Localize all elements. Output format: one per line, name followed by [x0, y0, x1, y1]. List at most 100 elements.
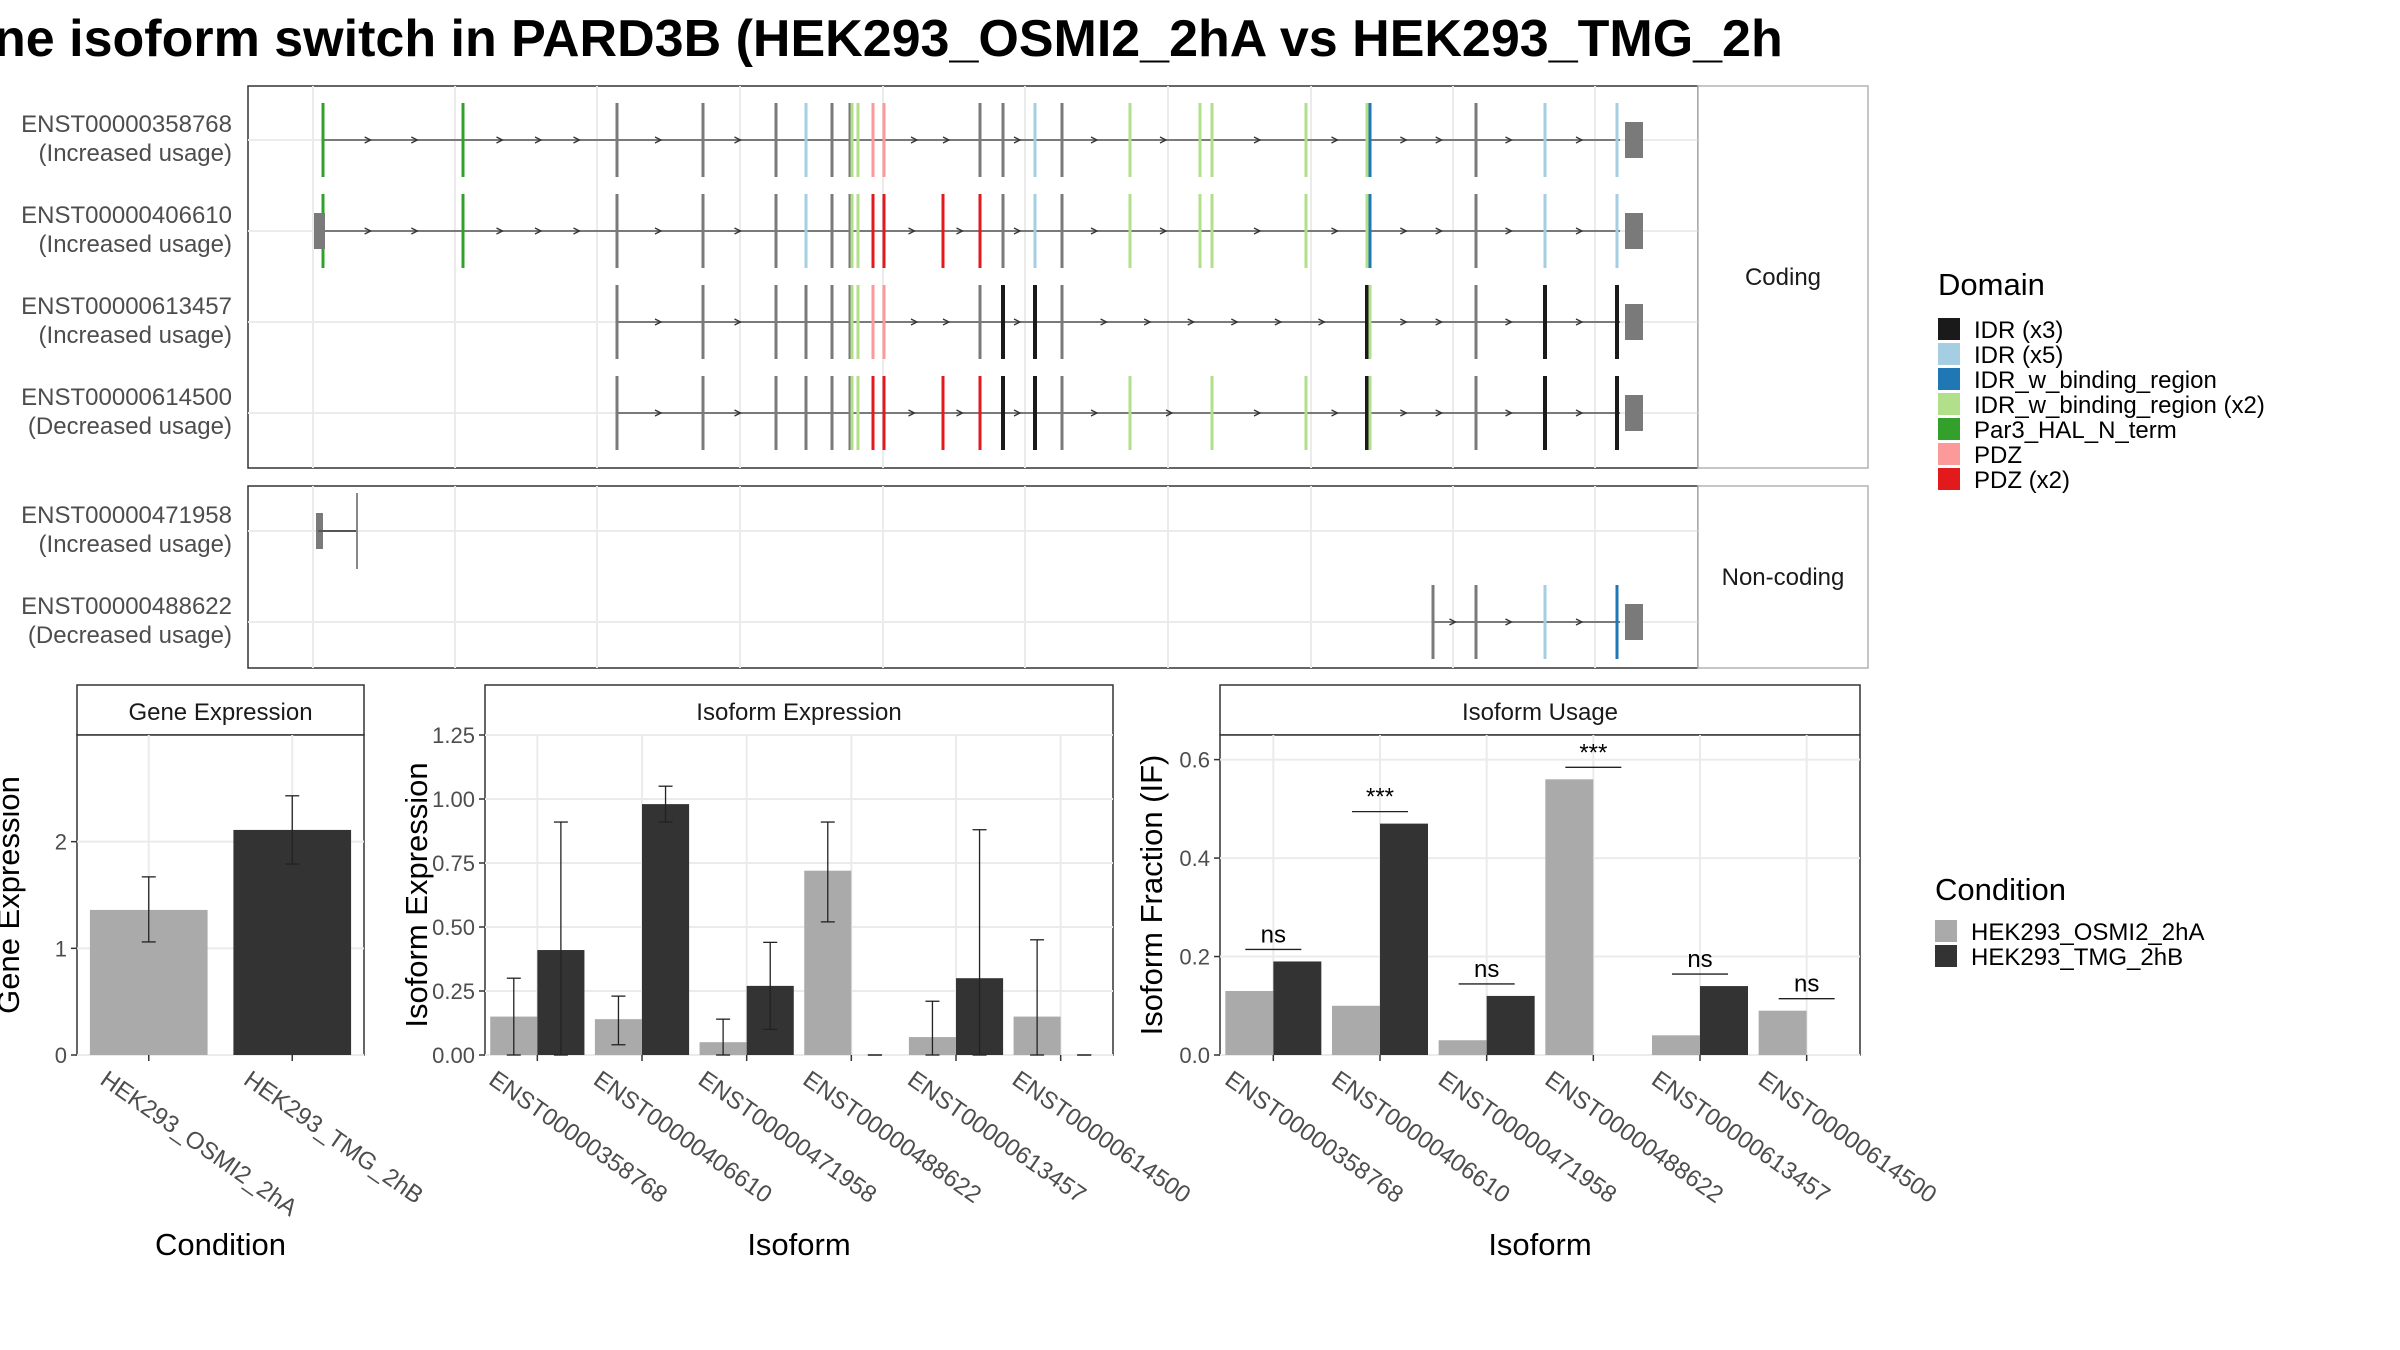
exon-segment [1543, 103, 1547, 177]
transcript-usage-label: (Increased usage) [39, 531, 232, 558]
transcript-row: ENST00000471958(Increased usage) [21, 493, 358, 569]
noncoding-panel: Non-coding ENST00000471958(Increased usag… [21, 485, 1869, 669]
direction-arrow [654, 136, 663, 144]
exon-segment [1615, 585, 1619, 659]
direction-arrow [1331, 227, 1339, 235]
bar [1380, 823, 1428, 1055]
x-tick-label: ENST00000614500 [1007, 1066, 1195, 1209]
exon-segment [1615, 285, 1619, 359]
exon-segment [1543, 194, 1547, 268]
exon-segment [978, 376, 982, 450]
exon-segment [774, 194, 778, 268]
x-tick-label: ENST00000613457 [903, 1066, 1091, 1209]
exon-segment [1128, 194, 1132, 268]
utr-block [1625, 304, 1643, 340]
direction-arrow [1449, 618, 1457, 626]
transcript-row: ENST00000613457(Increased usage) [21, 285, 1643, 359]
exon-segment [850, 285, 854, 359]
exon-segment [1033, 194, 1037, 268]
y-tick-label: 2 [55, 830, 67, 855]
direction-arrow [1400, 409, 1408, 417]
exon-segment [830, 376, 834, 450]
direction-arrow [1013, 318, 1022, 326]
exon-segment [1368, 194, 1372, 268]
exon-segment [1128, 376, 1132, 450]
significance-label: ns [1687, 946, 1712, 973]
significance-label: *** [1366, 784, 1394, 811]
significance-label: ns [1261, 921, 1286, 948]
x-axis-label: Isoform [1488, 1227, 1591, 1262]
exon-segment [830, 194, 834, 268]
chart-title: Gene Expression [128, 699, 312, 726]
bar-chart-0: Gene Expression 0 1 2 Gene Expression Conditi… [0, 684, 428, 1262]
x-tick-label: ENST00000614500 [1753, 1066, 1941, 1209]
domain-legend-label: IDR (x5) [1974, 342, 2063, 369]
y-tick-label: 1.00 [432, 787, 475, 812]
bar [1332, 1005, 1380, 1055]
domain-legend-label: IDR_w_binding_region [1974, 367, 2217, 394]
exon-segment [1474, 285, 1478, 359]
exon-segment [848, 376, 852, 450]
plot-area [484, 734, 1114, 1056]
exon-segment [1474, 103, 1478, 177]
domain-legend-label: PDZ [1974, 442, 2022, 469]
panel-border [247, 85, 1699, 469]
exon-segment [804, 285, 808, 359]
x-tick-label: ENST00000613457 [1647, 1066, 1835, 1209]
transcript-row: ENST00000358768(Increased usage) [21, 103, 1643, 177]
bar [1758, 1010, 1807, 1055]
condition-legend-title: Condition [1935, 872, 2066, 907]
x-tick-label: ENST00000358768 [1220, 1066, 1408, 1209]
bar [1700, 986, 1748, 1055]
direction-arrow [1435, 227, 1444, 235]
exon-segment [1198, 103, 1202, 177]
direction-arrow [1400, 227, 1408, 235]
bar [1438, 1040, 1487, 1055]
condition-legend-key [1935, 920, 1957, 942]
y-tick-label: 0.75 [432, 851, 475, 876]
utr-block [1625, 213, 1643, 249]
exon-segment [1210, 103, 1214, 177]
x-tick-label: ENST00000488622 [1540, 1066, 1728, 1209]
exon-segment [1060, 103, 1064, 177]
y-tick-label: 0.00 [432, 1043, 475, 1068]
exon-segment [1615, 103, 1619, 177]
bar [233, 829, 352, 1055]
bar [1273, 961, 1322, 1055]
bar-chart-2: Isoform Usage 0.0 0.2 0.4 0.6 Isoform Fractio… [1134, 684, 1941, 1262]
exon-segment [1365, 194, 1369, 268]
exon-segment [701, 376, 705, 450]
direction-arrow [364, 227, 373, 235]
direction-arrow [910, 136, 919, 144]
x-tick-label: ENST00000406610 [589, 1066, 777, 1209]
direction-arrow [1575, 618, 1584, 626]
bar [1545, 779, 1594, 1055]
y-tick-label: 0.25 [432, 979, 475, 1004]
facet-strip-label: Non-coding [1722, 564, 1845, 591]
exon-segment [830, 285, 834, 359]
transcript-row: ENST00000614500(Decreased usage) [21, 376, 1643, 450]
direction-arrow [1575, 409, 1584, 417]
exon-segment [941, 194, 945, 268]
facet-strip [1697, 85, 1869, 469]
bar [642, 804, 690, 1055]
exon-segment [1543, 585, 1547, 659]
domain-legend-key [1938, 443, 1960, 465]
direction-arrow [1400, 318, 1408, 326]
exon-segment [701, 194, 705, 268]
exon-segment [701, 103, 705, 177]
direction-arrow [654, 227, 663, 235]
domain-legend-title: Domain [1938, 267, 2045, 302]
panel-border [247, 485, 1699, 669]
facet-strip [1697, 485, 1869, 669]
y-tick-label: 0.4 [1179, 846, 1210, 871]
transcript-row: ENST00000406610(Increased usage) [21, 194, 1643, 268]
exon-segment [774, 376, 778, 450]
exon-segment [1060, 285, 1064, 359]
exon-segment [941, 376, 945, 450]
exon-segment [1431, 585, 1435, 659]
domain-legend-label: PDZ (x2) [1974, 467, 2070, 494]
direction-arrow [1575, 318, 1584, 326]
utr-block [1625, 122, 1643, 158]
